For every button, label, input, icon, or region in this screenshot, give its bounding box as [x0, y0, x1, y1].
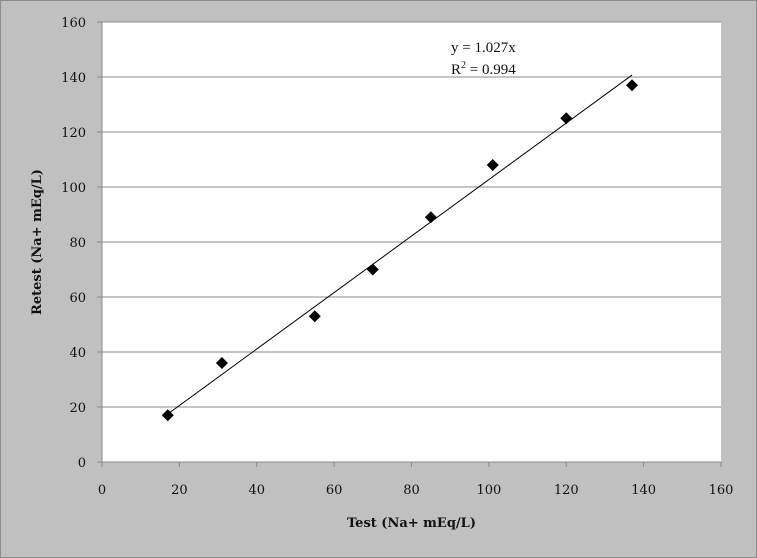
data-point-diamond [366, 263, 379, 276]
y-tick-label: 80 [69, 236, 86, 251]
trendline [167, 74, 633, 415]
data-point-diamond [161, 409, 174, 422]
x-tick-label: 20 [171, 483, 188, 498]
data-point-diamond [486, 159, 499, 171]
y-tick-label: 120 [61, 126, 86, 141]
x-tick-label: 60 [326, 483, 343, 498]
x-tick-label: 140 [631, 483, 656, 498]
x-tick-label: 40 [248, 483, 265, 498]
y-tick-label: 60 [69, 291, 86, 306]
x-tick-label: 100 [476, 483, 501, 498]
data-point-diamond [215, 357, 228, 369]
trendline-equation: y = 1.027x [451, 40, 516, 56]
data-point-diamond [308, 310, 321, 323]
x-tick-label: 160 [709, 483, 734, 498]
y-tick-label: 140 [61, 71, 86, 86]
x-tick-label: 0 [98, 483, 106, 498]
x-tick-label: 120 [554, 483, 579, 498]
y-tick-label: 20 [69, 401, 86, 416]
y-tick-label: 100 [61, 181, 86, 196]
x-axis-title: Test (Na+ mEq/L) [347, 516, 476, 531]
y-tick-label: 0 [78, 456, 86, 471]
x-tick-label: 80 [403, 483, 420, 498]
r-squared-label: R2 = 0.994 [451, 60, 516, 78]
y-tick-label: 160 [61, 16, 86, 31]
y-tick-label: 40 [69, 346, 86, 361]
data-point-diamond [626, 79, 639, 92]
data-point-diamond [424, 211, 437, 224]
y-axis-title: Retest (Na+ mEq/L) [30, 169, 45, 315]
data-point-diamond [560, 112, 573, 125]
